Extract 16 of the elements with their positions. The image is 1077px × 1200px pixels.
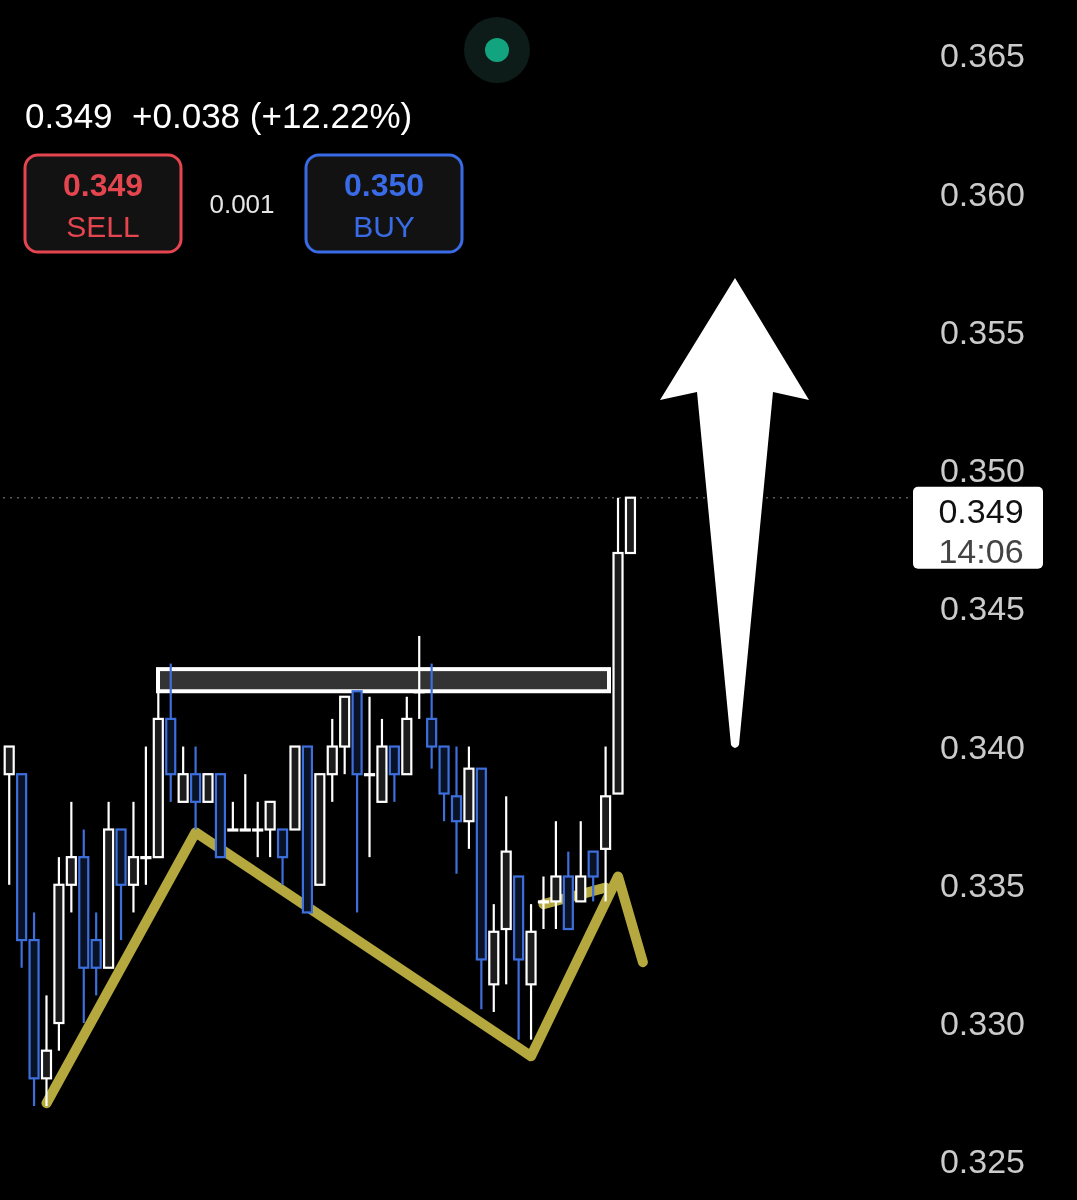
ref-line-label: 0.349 14:06 <box>938 491 1024 570</box>
y-tick-label: 0.345 <box>939 589 1025 628</box>
y-tick-label: 0.330 <box>939 1004 1025 1043</box>
y-tick-label: 0.350 <box>939 451 1025 490</box>
annotation: SELL <box>66 209 140 243</box>
y-tick-label: 0.325 <box>939 1142 1025 1181</box>
annotation: 0.350 <box>343 167 425 203</box>
y-tick-label: 0.360 <box>939 174 1025 213</box>
annotation: 0.001 <box>209 189 275 219</box>
y-tick-label: 0.365 <box>939 36 1025 75</box>
y-tick-label: 0.335 <box>939 865 1025 904</box>
text: 0.349 +0.038 (+12.22%) <box>25 95 413 135</box>
y-tick-label: 0.340 <box>939 727 1025 766</box>
annotation: BUY <box>353 209 415 243</box>
y-tick-label: 0.355 <box>939 312 1025 351</box>
annotation: 0.349 <box>62 167 144 203</box>
